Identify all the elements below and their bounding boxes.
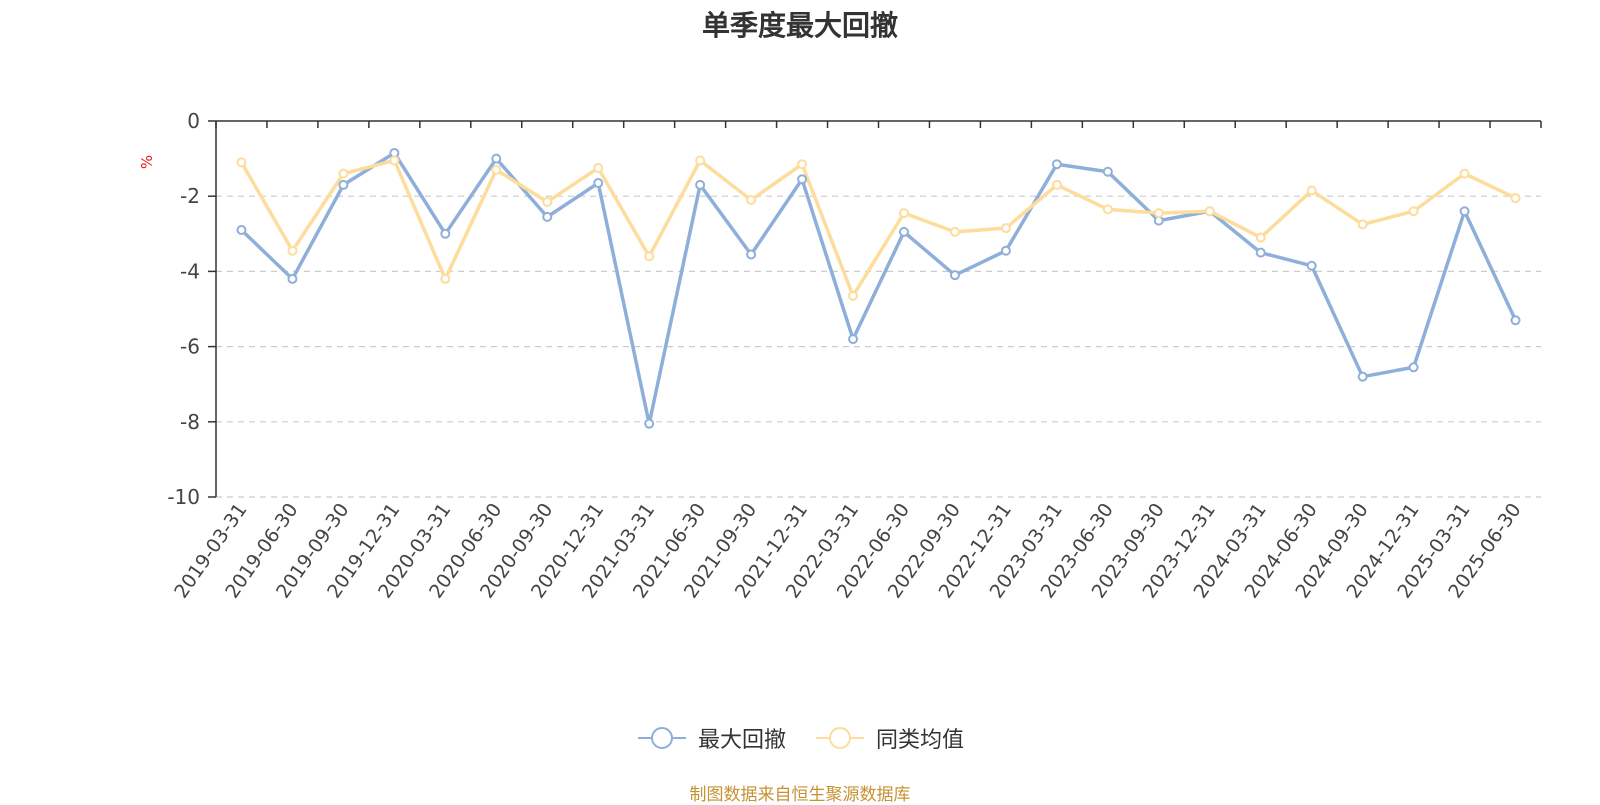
data-point — [1102, 204, 1113, 215]
legend-item[interactable]: 最大回撤 — [636, 722, 786, 754]
y-axis-unit-label: % — [138, 155, 156, 169]
data-point — [1051, 179, 1062, 190]
data-point — [898, 208, 909, 219]
legend-label: 同类均值 — [876, 728, 965, 753]
data-point — [848, 334, 859, 345]
data-point — [593, 163, 604, 173]
data-point — [287, 273, 298, 284]
data-point — [1408, 206, 1419, 217]
legend-symbol-icon — [637, 727, 686, 749]
data-point — [338, 168, 349, 179]
y-tick-label: -8 — [180, 410, 200, 434]
y-tick-label: -10 — [167, 485, 200, 509]
data-point — [491, 164, 502, 175]
data-point — [1102, 166, 1113, 177]
data-point — [1204, 206, 1215, 217]
data-point — [898, 226, 909, 237]
data-point — [1510, 193, 1521, 204]
data-point — [1357, 219, 1368, 230]
axis-labels: 0-2-4-6-8-102019-03-312019-06-302019-09-… — [167, 109, 1525, 602]
data-point — [848, 290, 859, 301]
data-point — [1000, 223, 1011, 234]
data-point — [236, 157, 247, 168]
data-point — [1255, 232, 1266, 243]
data-point — [389, 155, 400, 166]
data-point — [1051, 159, 1062, 170]
data-point — [491, 153, 502, 164]
data-point — [287, 245, 298, 256]
data-point — [1000, 245, 1011, 256]
data-point — [338, 179, 349, 190]
data-point — [1153, 208, 1164, 219]
y-tick-label: -4 — [180, 259, 200, 283]
grid-lines — [216, 195, 1541, 498]
data-point — [746, 194, 757, 205]
data-point — [949, 270, 960, 281]
source-note: 制图数据来自恒生聚源数据库 — [689, 785, 911, 805]
data-point — [1459, 168, 1470, 179]
y-tick-label: -6 — [180, 335, 200, 359]
data-point — [542, 211, 553, 222]
axes — [208, 120, 1542, 498]
data-point — [1357, 371, 1368, 382]
legend-item[interactable]: 同类均值 — [814, 722, 964, 754]
data-point — [440, 273, 451, 284]
data-point — [695, 155, 706, 166]
data-point — [1255, 247, 1266, 258]
data-point — [1306, 260, 1317, 271]
y-tick-label: -2 — [180, 184, 200, 208]
data-point — [542, 196, 553, 207]
data-point — [949, 226, 960, 237]
data-point — [440, 228, 451, 239]
data-point — [236, 225, 247, 236]
legend-marker — [650, 727, 673, 749]
series-line-2 — [239, 158, 1517, 298]
series-line-1 — [240, 151, 1518, 426]
data-point — [644, 418, 655, 429]
data-point — [1510, 315, 1521, 326]
data-point — [746, 249, 757, 260]
data-point — [644, 251, 655, 262]
data-point — [593, 178, 604, 189]
legend-symbol-icon — [816, 727, 864, 749]
data-point — [797, 159, 808, 170]
legend-label: 最大回撤 — [697, 728, 786, 753]
series-lines — [236, 147, 1521, 429]
data-point — [797, 174, 808, 185]
legend-marker — [829, 727, 851, 749]
legend: 最大回撤 同类均值 — [0, 722, 1600, 754]
data-point — [695, 179, 706, 190]
data-point — [1408, 362, 1419, 373]
data-point — [1306, 185, 1317, 196]
chart-title: 单季度最大回撤 — [701, 9, 898, 42]
y-tick-label: 0 — [187, 109, 200, 133]
data-point — [1459, 206, 1470, 217]
